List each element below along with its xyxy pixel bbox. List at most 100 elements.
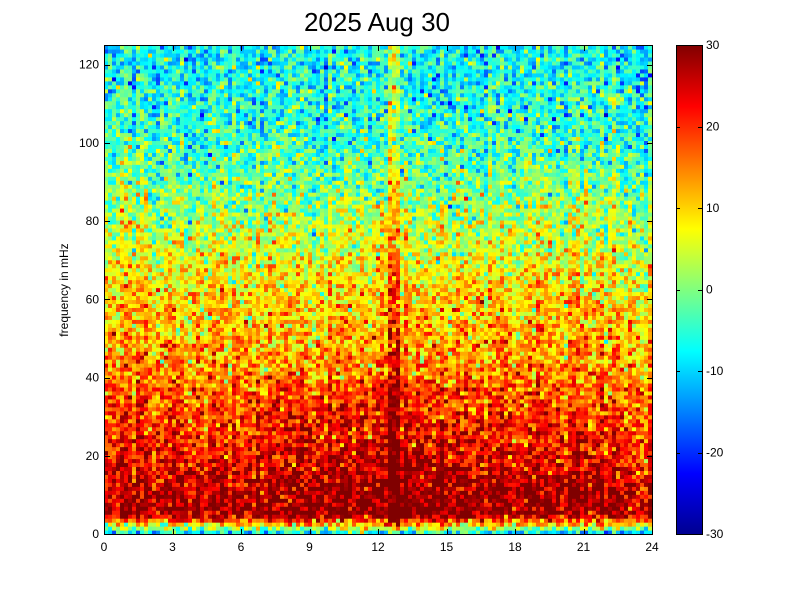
heatmap-cell (260, 211, 265, 217)
heatmap-cell (112, 92, 117, 98)
heatmap-cell (112, 279, 117, 285)
heatmap-cell (236, 446, 241, 452)
heatmap-cell (144, 168, 149, 173)
heatmap-cell (124, 84, 129, 90)
heatmap-cell (104, 68, 109, 74)
heatmap-cell (168, 136, 173, 142)
heatmap-cell (184, 502, 189, 507)
heatmap-cell (136, 219, 141, 225)
heatmap-cell (228, 454, 233, 460)
heatmap-cell (188, 204, 193, 209)
heatmap-cell (152, 347, 157, 352)
heatmap-cell (128, 215, 133, 221)
heatmap-cell (216, 279, 221, 285)
heatmap-cell (128, 231, 133, 237)
heatmap-cell (204, 120, 209, 126)
heatmap-cell (240, 144, 245, 149)
heatmap-cell (232, 60, 237, 66)
heatmap-cell (168, 518, 173, 523)
heatmap-cell (116, 446, 121, 452)
heatmap-cell (104, 200, 109, 205)
heatmap-cell (128, 514, 133, 519)
heatmap-cell (148, 188, 153, 193)
heatmap-cell (244, 490, 249, 495)
heatmap-cell (192, 307, 197, 312)
heatmap-cell (136, 156, 141, 161)
heatmap-cell (196, 319, 201, 324)
heatmap-cell (184, 510, 189, 515)
heatmap-cell (240, 442, 245, 448)
heatmap-cell (124, 466, 129, 471)
heatmap-cell (216, 204, 221, 209)
heatmap-cell (160, 267, 165, 273)
heatmap-cell (216, 331, 221, 336)
heatmap-cell (212, 347, 217, 352)
heatmap-cell (144, 92, 149, 98)
heatmap-cell (240, 263, 245, 269)
heatmap-cell (252, 299, 257, 305)
heatmap-cell (116, 243, 121, 249)
heatmap-cell (180, 196, 185, 201)
heatmap-cell (156, 494, 161, 499)
heatmap-cell (164, 120, 169, 126)
heatmap-cell (108, 140, 113, 145)
heatmap-cell (112, 331, 117, 336)
heatmap-cell (124, 184, 129, 189)
heatmap-cell (236, 522, 241, 527)
heatmap-cell (208, 526, 213, 531)
heatmap-cell (156, 279, 161, 285)
heatmap-cell (136, 371, 141, 376)
heatmap-cell (140, 80, 145, 86)
heatmap-cell (176, 251, 181, 257)
heatmap-cell (140, 474, 145, 479)
heatmap-cell (120, 259, 125, 265)
heatmap-cell (128, 45, 133, 50)
heatmap-cell (228, 522, 233, 527)
heatmap-cell (124, 56, 129, 62)
heatmap-cell (196, 168, 201, 173)
heatmap-cell (204, 235, 209, 241)
heatmap-cell (188, 406, 193, 412)
heatmap-cell (140, 410, 145, 416)
heatmap-cell (180, 526, 185, 531)
heatmap-cell (184, 382, 189, 388)
heatmap-cell (204, 442, 209, 448)
heatmap-cell (128, 152, 133, 157)
heatmap-cell (140, 279, 145, 285)
heatmap-cell (200, 259, 205, 265)
heatmap-cell (256, 60, 261, 66)
heatmap-cell (160, 522, 165, 527)
heatmap-cell (112, 208, 117, 213)
heatmap-cell (188, 422, 193, 428)
heatmap-cell (232, 247, 237, 253)
heatmap-cell (192, 263, 197, 269)
heatmap-cell (172, 386, 177, 392)
heatmap-cell (144, 343, 149, 348)
heatmap-cell (264, 462, 269, 468)
heatmap-cell (148, 208, 153, 213)
heatmap-cell (144, 382, 149, 388)
heatmap-cell (248, 363, 253, 368)
heatmap-cell (256, 128, 261, 134)
heatmap-cell (192, 184, 197, 189)
heatmap-cell (172, 196, 177, 201)
heatmap-cell (120, 339, 125, 344)
heatmap-cell (164, 303, 169, 308)
heatmap-cell (200, 184, 205, 189)
heatmap-cell (108, 239, 113, 245)
heatmap-cell (208, 514, 213, 519)
heatmap-cell (220, 88, 225, 94)
heatmap-cell (116, 295, 121, 301)
heatmap-cell (204, 200, 209, 205)
heatmap-cell (128, 327, 133, 332)
heatmap-cell (236, 180, 241, 185)
heatmap-cell (152, 295, 157, 301)
heatmap-cell (156, 530, 161, 535)
heatmap-cell (264, 498, 269, 503)
heatmap-cell (116, 144, 121, 149)
heatmap-cell (148, 64, 153, 70)
heatmap-cell (208, 530, 213, 535)
heatmap-cell (136, 263, 141, 269)
heatmap-cell (164, 418, 169, 424)
heatmap-cell (160, 378, 165, 384)
